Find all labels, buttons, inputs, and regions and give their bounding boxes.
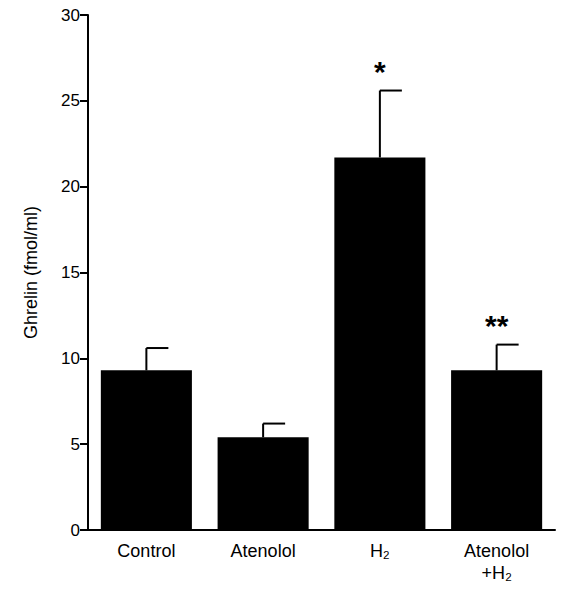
svg-text:20: 20 <box>61 177 80 196</box>
svg-text:15: 15 <box>61 263 80 282</box>
svg-text:+H₂: +H₂ <box>481 563 512 583</box>
svg-text:10: 10 <box>61 349 80 368</box>
svg-text:30: 30 <box>61 6 80 25</box>
svg-text:Control: Control <box>117 541 175 561</box>
svg-text:*: * <box>374 55 386 88</box>
svg-text:Ghrelin (fmol/ml): Ghrelin (fmol/ml) <box>21 206 41 339</box>
svg-text:0: 0 <box>71 521 80 540</box>
svg-text:5: 5 <box>71 435 80 454</box>
svg-text:25: 25 <box>61 91 80 110</box>
svg-text:Atenolol: Atenolol <box>231 541 296 561</box>
svg-text:**: ** <box>485 309 509 342</box>
svg-text:H₂: H₂ <box>370 541 390 561</box>
svg-text:Atenolol: Atenolol <box>464 541 529 561</box>
